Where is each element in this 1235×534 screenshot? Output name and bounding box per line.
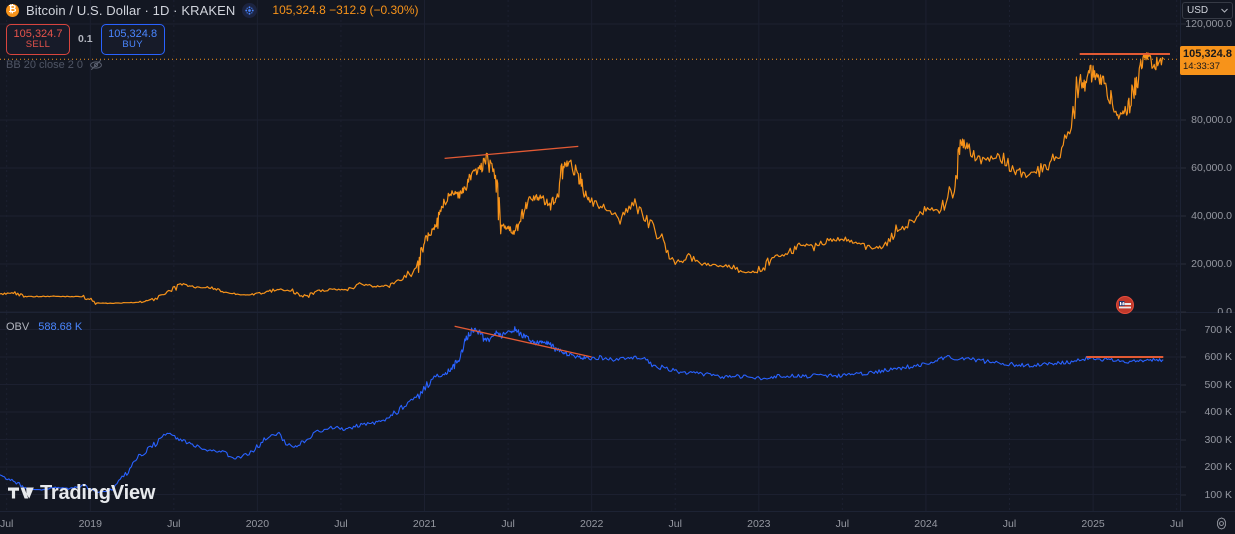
quote-change: 105,324.8 −312.9 (−0.30%): [272, 3, 419, 17]
axis-label: 20,000.0: [1191, 258, 1232, 270]
currency-value: USD: [1187, 5, 1209, 16]
bb-indicator-legend[interactable]: BB 20 close 2 0: [6, 58, 103, 72]
time-axis-label: Jul: [0, 518, 14, 530]
axis-label: 600 K: [1204, 351, 1232, 363]
sell-price: 105,324.7: [13, 28, 63, 40]
time-axis-label: Jul: [835, 518, 850, 530]
axis-label: 100 K: [1204, 488, 1232, 501]
axis-label: 80,000.0: [1191, 114, 1232, 126]
flag-glyph-icon: [1119, 300, 1131, 310]
axis-tick: [1181, 466, 1186, 468]
current-price-time: 14:33:37: [1183, 61, 1220, 73]
buy-button[interactable]: 105,324.8 BUY: [100, 24, 165, 55]
axis-tick: [1181, 439, 1186, 440]
axis-label: 500 K: [1204, 378, 1232, 391]
time-axis-label: Jul: [334, 518, 348, 530]
sell-button[interactable]: 105,324.7 SELL: [6, 24, 70, 55]
axis-tick: [1181, 494, 1186, 495]
chart-settings-gear-icon[interactable]: [1215, 517, 1228, 534]
axis-tick: [1181, 311, 1186, 313]
time-axis-label: 2020: [245, 518, 270, 530]
axis-tick: [1181, 167, 1186, 169]
time-axis-label: Jul: [1169, 518, 1184, 530]
buy-label: BUY: [122, 39, 143, 51]
axis-label: 200 K: [1204, 461, 1232, 473]
obv-chart-pane[interactable]: [0, 313, 1180, 511]
axis-tick: [1181, 329, 1186, 330]
obv-chart-svg: [0, 313, 1180, 511]
axis-tick: [1181, 119, 1186, 121]
time-axis-label: Jul: [668, 518, 682, 530]
axis-label: 700 K: [1204, 323, 1232, 336]
axis-label: 300 K: [1204, 433, 1232, 446]
order-quantity[interactable]: 0.1: [78, 33, 93, 46]
obv-value: 588.68 K: [38, 321, 83, 333]
time-axis-label: 2021: [412, 518, 437, 530]
time-axis-label: 2024: [914, 518, 938, 530]
obv-axis[interactable]: 100 K 200 K 300 K 400 K 500 K 600 K 700 K: [1180, 313, 1235, 511]
us-economic-event-icon[interactable]: [1116, 296, 1134, 314]
axis-tick: [1181, 23, 1186, 25]
axis-tick: [1181, 411, 1186, 413]
axis-label: 40,000.0: [1191, 210, 1232, 222]
axis-tick: [1181, 384, 1186, 385]
price-chart-pane[interactable]: [0, 0, 1180, 312]
axis-label: 400 K: [1204, 406, 1232, 418]
time-axis-label: 2023: [747, 518, 771, 530]
pane-separator[interactable]: [0, 312, 1235, 313]
indicator-settings-icon[interactable]: [242, 2, 258, 18]
currency-selector[interactable]: USD: [1182, 2, 1233, 19]
time-axis-label: Jul: [167, 518, 181, 530]
time-axis-label: Jul: [501, 518, 515, 530]
eye-off-icon[interactable]: [89, 58, 103, 72]
chevron-down-icon: [1221, 8, 1228, 13]
bitcoin-logo-icon: ₿: [6, 3, 19, 17]
gear-glyph-icon: [1217, 517, 1226, 530]
time-axis-label: 2025: [1081, 518, 1105, 530]
axis-tick: [1181, 215, 1186, 217]
buy-price: 105,324.8: [108, 28, 158, 40]
time-axis-label: Jul: [1002, 518, 1017, 530]
time-axis[interactable]: Jul 2019 Jul 2020 Jul 2021 Jul 2022 Jul 2023 Jul 20…: [0, 511, 1235, 534]
indicator-glyph-icon: [245, 5, 255, 15]
sell-label: SELL: [25, 39, 51, 51]
eye-off-glyph-icon: [90, 59, 102, 71]
time-axis-label: 2022: [579, 518, 604, 530]
price-chart-svg: [0, 0, 1180, 312]
current-price-tag[interactable]: 105,324.8 14:33:37: [1180, 46, 1235, 75]
obv-name: OBV: [6, 321, 30, 333]
symbol-title[interactable]: Bitcoin / U.S. Dollar · 1D · KRAKEN: [26, 2, 236, 18]
axis-tick: [1181, 263, 1186, 265]
axis-tick: [1181, 356, 1186, 358]
obv-indicator-legend[interactable]: OBV 588.68 K: [6, 321, 82, 333]
axis-label: 120,000.0: [1185, 18, 1232, 30]
axis-label: 60,000.0: [1191, 162, 1232, 174]
bb-indicator-label: BB 20 close 2 0: [6, 59, 84, 71]
trade-buttons-row: 105,324.7 SELL 0.1 105,324.8 BUY: [6, 24, 165, 55]
symbol-legend-bar: ₿ Bitcoin / U.S. Dollar · 1D · KRAKEN 10…: [0, 0, 419, 20]
time-axis-label: 2019: [78, 518, 102, 530]
current-price-value: 105,324.8: [1183, 48, 1232, 61]
